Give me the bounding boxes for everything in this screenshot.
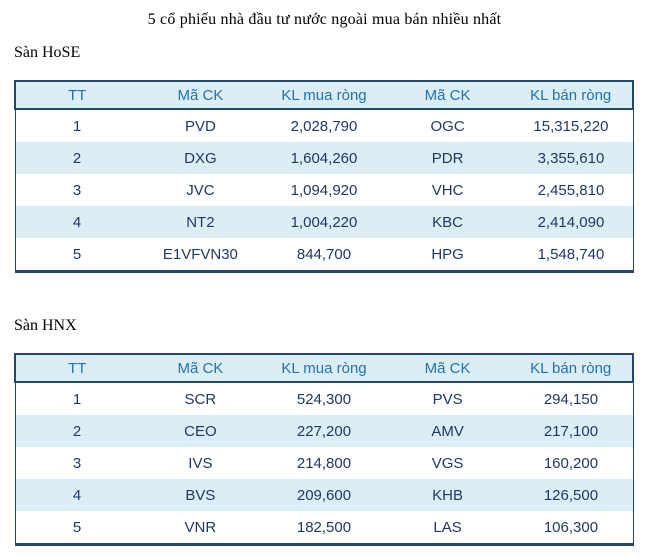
net-sell-volume-cell: 15,315,220: [533, 117, 609, 135]
net-sell-volume-cell: 294,150: [543, 390, 599, 408]
buy-ticker-cell: DXG: [184, 149, 217, 167]
buy-ticker-cell: IVS: [188, 454, 213, 472]
buy-ticker-cell: JVC: [186, 181, 215, 199]
header-cell-net-sell-volume: KL bán ròng: [509, 353, 634, 383]
sell-ticker-cell: KBC: [432, 213, 463, 231]
table-row: 5 VNR 182,500 LAS 106,300: [15, 511, 633, 545]
table-row: 3 IVS 214,800 VGS 160,200: [15, 447, 633, 479]
net-buy-volume-cell: 1,604,260: [290, 149, 358, 167]
rank-cell: 3: [72, 181, 82, 199]
net-sell-volume-cell: 160,200: [543, 454, 599, 472]
sell-ticker-cell: PVS: [432, 390, 463, 408]
sell-ticker-cell: PDR: [431, 149, 464, 167]
table-row: 4 BVS 209,600 KHB 126,500: [15, 479, 633, 511]
net-buy-volume-cell: 524,300: [296, 390, 352, 408]
table-row: 4 NT2 1,004,220 KBC 2,414,090: [15, 206, 633, 238]
net-buy-volume-cell: 182,500: [296, 518, 352, 536]
sell-ticker-cell: LAS: [433, 518, 462, 536]
header-cell-net-buy-volume: KL mua ròng: [262, 353, 386, 383]
table-row: 1 PVD 2,028,790 OGC 15,315,220: [15, 109, 633, 142]
header-cell-sell-ticker: Mã CK: [385, 353, 510, 383]
rank-cell: 2: [72, 422, 82, 440]
net-buy-volume-cell: 214,800: [296, 454, 352, 472]
header-cell-tt: TT: [14, 353, 139, 383]
rank-cell: 5: [72, 518, 82, 536]
table-row: 1 SCR 524,300 PVS 294,150: [15, 382, 633, 415]
header-cell-net-buy-volume: KL mua ròng: [262, 80, 386, 110]
page-title: 5 cổ phiếu nhà đầu tư nước ngoài mua bán…: [147, 11, 502, 28]
rank-cell: 1: [72, 117, 82, 135]
table-row: 5 E1VFVN30 844,700 HPG 1,548,740: [15, 238, 633, 272]
rank-cell: 4: [72, 213, 82, 231]
sell-ticker-cell: AMV: [431, 422, 464, 440]
header-cell-buy-ticker: Mã CK: [138, 353, 263, 383]
buy-ticker-cell: SCR: [184, 390, 217, 408]
rank-cell: 2: [72, 149, 82, 167]
header-cell-sell-ticker: Mã CK: [385, 80, 510, 110]
buy-ticker-cell: PVD: [184, 117, 216, 135]
hose-header-row: TT Mã CK KL mua ròng Mã CK KL bán ròng: [14, 80, 634, 110]
net-buy-volume-cell: 2,028,790: [290, 117, 358, 135]
net-buy-volume-cell: 227,200: [296, 422, 352, 440]
buy-ticker-cell: BVS: [185, 486, 216, 504]
hnx-table: TT Mã CK KL mua ròng Mã CK KL bán ròng 1…: [14, 353, 634, 546]
rank-cell: 4: [72, 486, 82, 504]
section-label-hose: Sàn HoSE: [14, 44, 81, 61]
buy-ticker-cell: E1VFVN30: [162, 245, 238, 263]
rank-cell: 3: [72, 454, 82, 472]
rank-cell: 1: [72, 390, 82, 408]
hnx-header-row: TT Mã CK KL mua ròng Mã CK KL bán ròng: [14, 353, 634, 383]
header-cell-net-sell-volume: KL bán ròng: [509, 80, 634, 110]
section-label-hnx: Sàn HNX: [14, 317, 77, 334]
sell-ticker-cell: VGS: [431, 454, 464, 472]
net-sell-volume-cell: 106,300: [543, 518, 599, 536]
buy-ticker-cell: CEO: [184, 422, 217, 440]
sell-ticker-cell: HPG: [431, 245, 464, 263]
net-sell-volume-cell: 126,500: [543, 486, 599, 504]
header-cell-buy-ticker: Mã CK: [138, 80, 263, 110]
sell-ticker-cell: OGC: [430, 117, 465, 135]
table-row: 2 CEO 227,200 AMV 217,100: [15, 415, 633, 447]
net-sell-volume-cell: 3,355,610: [537, 149, 605, 167]
table-row: 2 DXG 1,604,260 PDR 3,355,610: [15, 142, 633, 174]
net-buy-volume-cell: 844,700: [296, 245, 352, 263]
net-sell-volume-cell: 2,455,810: [537, 181, 605, 199]
sell-ticker-cell: VHC: [431, 181, 464, 199]
net-sell-volume-cell: 1,548,740: [537, 245, 605, 263]
table-row: 3 JVC 1,094,920 VHC 2,455,810: [15, 174, 633, 206]
net-buy-volume-cell: 209,600: [296, 486, 352, 504]
net-buy-volume-cell: 1,094,920: [290, 181, 358, 199]
header-cell-tt: TT: [14, 80, 139, 110]
net-sell-volume-cell: 2,414,090: [537, 213, 605, 231]
sell-ticker-cell: KHB: [432, 486, 463, 504]
net-buy-volume-cell: 1,004,220: [290, 213, 358, 231]
net-sell-volume-cell: 217,100: [543, 422, 599, 440]
buy-ticker-cell: VNR: [184, 518, 217, 536]
hose-table: TT Mã CK KL mua ròng Mã CK KL bán ròng 1…: [14, 80, 634, 273]
rank-cell: 5: [72, 245, 82, 263]
buy-ticker-cell: NT2: [186, 213, 215, 231]
